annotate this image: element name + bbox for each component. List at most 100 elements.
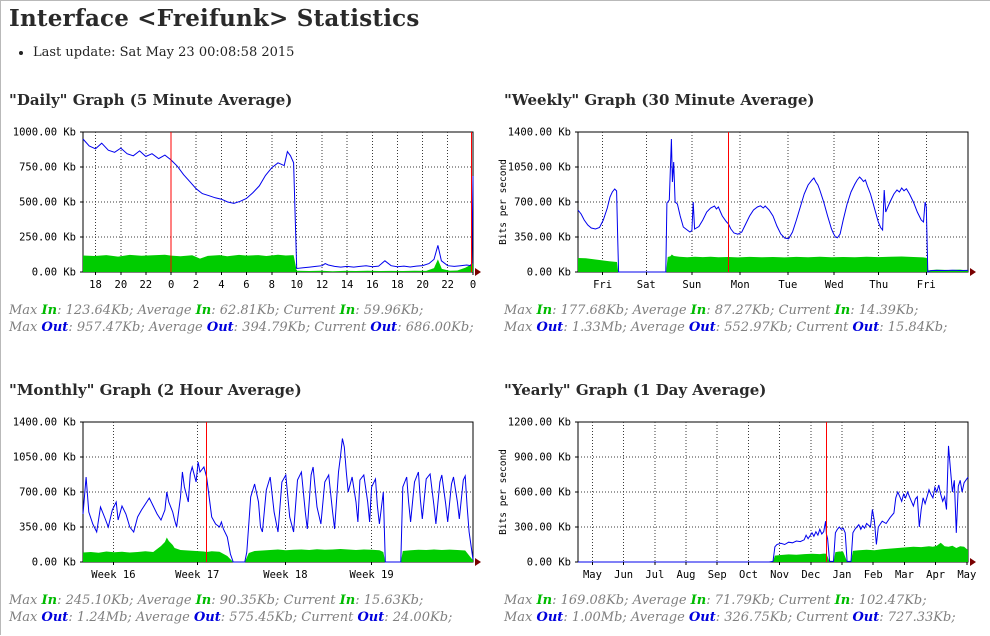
- daily-out-stats-line: Max Out: 957.47Kb; Average Out: 394.79Kb…: [9, 320, 474, 335]
- x-tick-label: Week 18: [263, 569, 307, 581]
- x-tick-label: 10: [290, 279, 303, 291]
- x-tick-label: Fri: [593, 279, 612, 291]
- weekly-graph-stats: Max In: 177.68Kb; Average In: 87.27Kb; C…: [504, 302, 947, 336]
- out-word: Out: [41, 320, 69, 335]
- in-word: In: [195, 593, 212, 608]
- x-tick-label: Jun: [614, 569, 633, 581]
- in-word: In: [690, 303, 707, 318]
- y-tick-label: 1400.00 Kb: [508, 127, 571, 139]
- weekly-in-stats-line: Max In: 177.68Kb; Average In: 87.27Kb; C…: [504, 303, 919, 318]
- y-tick-label: 0.00 Kb: [527, 557, 571, 569]
- x-tick-label: Sun: [682, 279, 701, 291]
- x-tick-label: 14: [341, 279, 354, 291]
- out-word: Out: [193, 610, 221, 625]
- weekly-graph-svg: 1400.00 Kb 1050.00 Kb 700.00 Kb 350.00 Kb 0.…: [498, 127, 976, 291]
- x-axis-arrow-icon: [475, 558, 481, 566]
- x-tick-label: May: [957, 569, 976, 581]
- in-word: In: [339, 593, 356, 608]
- in-traffic-area: [578, 254, 968, 272]
- out-word: Out: [41, 610, 69, 625]
- in-word: In: [690, 593, 707, 608]
- weekly-graph-section: "Weekly" Graph (30 Minute Average) 1400.…: [496, 86, 990, 336]
- x-tick-label: 18: [89, 279, 102, 291]
- out-traffic-line: [577, 138, 969, 273]
- out-word: Out: [852, 610, 880, 625]
- monthly-graph-image: 1400.00 Kb 1050.00 Kb 700.00 Kb 350.00 Kb 0.…: [1, 414, 493, 600]
- in-word: In: [536, 303, 553, 318]
- last-update-text: Last update: Sat May 23 00:08:58 2015: [33, 45, 990, 60]
- y-tick-label: 250.00 Kb: [19, 232, 76, 244]
- yearly-graph-svg: 1200.00 Kb 900.00 Kb 600.00 Kb 300.00 Kb 0.0…: [498, 417, 976, 582]
- x-tick-label: 4: [218, 279, 224, 291]
- out-word: Out: [370, 320, 398, 335]
- monthly-in-stats-line: Max In: 245.10Kb; Average In: 90.35Kb; C…: [9, 593, 424, 608]
- x-tick-label: Nov: [770, 569, 789, 581]
- x-tick-label: Mon: [731, 279, 750, 291]
- y-tick-label: 0.00 Kb: [32, 557, 76, 569]
- y-tick-label: 700.00 Kb: [514, 197, 571, 209]
- out-traffic-line: [82, 438, 474, 563]
- daily-graph-section: "Daily" Graph (5 Minute Average) 1000.00…: [1, 86, 496, 336]
- out-word: Out: [688, 610, 716, 625]
- x-tick-label: 12: [316, 279, 329, 291]
- in-traffic-area: [83, 537, 473, 562]
- weekly-graph-title: "Weekly" Graph (30 Minute Average): [504, 91, 815, 109]
- out-word: Out: [206, 320, 234, 335]
- x-tick-label: Week 16: [91, 569, 135, 581]
- y-tick-label: 1050.00 Kb: [508, 162, 571, 174]
- x-tick-label: 22: [441, 279, 454, 291]
- daily-graph-stats: Max In: 123.64Kb; Average In: 62.81Kb; C…: [9, 302, 474, 336]
- out-word: Out: [357, 610, 385, 625]
- y-tick-label: 500.00 Kb: [19, 197, 76, 209]
- x-tick-label: Apr: [926, 569, 945, 581]
- y-tick-label: 1400.00 Kb: [13, 417, 76, 429]
- x-tick-label: 16: [366, 279, 379, 291]
- x-tick-label: 20: [115, 279, 128, 291]
- x-tick-label: 0: [168, 279, 174, 291]
- x-tick-label: Thu: [869, 279, 888, 291]
- yearly-in-stats-line: Max In: 169.08Kb; Average In: 71.79Kb; C…: [504, 593, 927, 608]
- x-tick-label: Fri: [917, 279, 936, 291]
- x-tick-label: 8: [269, 279, 275, 291]
- x-tick-label: May: [583, 569, 602, 581]
- in-word: In: [536, 593, 553, 608]
- y-tick-label: 0.00 Kb: [32, 267, 76, 279]
- y-tick-label: 350.00 Kb: [514, 232, 571, 244]
- x-tick-label: Jul: [645, 569, 664, 581]
- x-tick-label: Aug: [677, 569, 696, 581]
- y-tick-label: 900.00 Kb: [514, 452, 571, 464]
- x-tick-label: Sat: [637, 279, 656, 291]
- out-word: Out: [852, 320, 880, 335]
- out-traffic-line: [82, 138, 474, 270]
- out-word: Out: [536, 610, 564, 625]
- in-traffic-area: [578, 542, 968, 562]
- page-title: Interface <Freifunk> Statistics: [9, 5, 420, 32]
- daily-graph-title: "Daily" Graph (5 Minute Average): [9, 91, 293, 109]
- x-tick-label: Jan: [833, 569, 852, 581]
- yearly-out-stats-line: Max Out: 1.00Mb; Average Out: 326.75Kb; …: [504, 610, 956, 625]
- x-tick-label: 2: [193, 279, 199, 291]
- yearly-graph-stats: Max In: 169.08Kb; Average In: 71.79Kb; C…: [504, 592, 956, 626]
- x-tick-label: Week 17: [175, 569, 219, 581]
- out-traffic-line: [578, 445, 969, 563]
- y-tick-label: 300.00 Kb: [514, 522, 571, 534]
- in-word: In: [834, 303, 851, 318]
- in-word: In: [834, 593, 851, 608]
- weekly-graph-image: 1400.00 Kb 1050.00 Kb 700.00 Kb 350.00 Kb 0.…: [496, 124, 988, 310]
- y-tick-label: 700.00 Kb: [19, 487, 76, 499]
- out-word: Out: [688, 320, 716, 335]
- y-tick-label: 1000.00 Kb: [13, 127, 76, 139]
- update-list: Last update: Sat May 23 00:08:58 2015: [15, 45, 990, 60]
- x-tick-label: 20: [416, 279, 429, 291]
- x-tick-label: 18: [391, 279, 404, 291]
- monthly-out-stats-line: Max Out: 1.24Mb; Average Out: 575.45Kb; …: [9, 610, 453, 625]
- x-tick-label: 6: [243, 279, 249, 291]
- x-tick-label: Week 19: [349, 569, 393, 581]
- in-word: In: [339, 303, 356, 318]
- in-word: In: [41, 303, 58, 318]
- x-tick-label: 0: [470, 279, 476, 291]
- yearly-graph-section: "Yearly" Graph (1 Day Average) 1200.00 K…: [496, 376, 990, 626]
- x-tick-label: Oct: [739, 569, 758, 581]
- y-tick-label: 750.00 Kb: [19, 162, 76, 174]
